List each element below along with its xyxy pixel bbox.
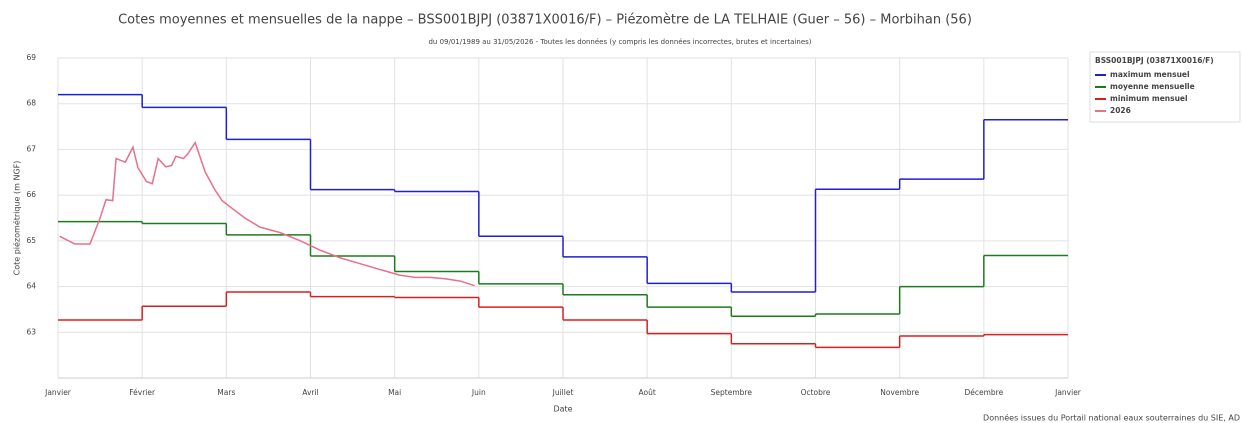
x-tick-label: Avril [302, 388, 318, 397]
x-tick-label: Octobre [801, 388, 831, 397]
x-tick-label: Janvier [44, 388, 72, 397]
chart-subtitle: du 09/01/1989 au 31/05/2026 - Toutes les… [428, 38, 811, 46]
x-tick-label: Juin [471, 388, 486, 397]
y-tick-label: 69 [26, 53, 36, 62]
x-tick-label: Novembre [880, 388, 919, 397]
legend-label: maximum mensuel [1110, 70, 1190, 79]
x-axis-label: Date [553, 405, 572, 414]
x-tick-label: Septembre [711, 388, 753, 397]
legend-label: 2026 [1110, 106, 1131, 115]
legend-box [1089, 51, 1241, 123]
x-tick-label: Août [639, 388, 656, 397]
x-tick-label: Décembre [964, 388, 1003, 397]
legend-title: BSS001BJPJ (03871X0016/F) [1095, 56, 1214, 65]
footer: Données issues du Portail national eaux … [983, 413, 1240, 423]
x-tick-label: Février [129, 388, 156, 397]
series-line [59, 140, 475, 287]
y-tick-label: 63 [26, 327, 36, 336]
y-tick-label: 64 [26, 282, 36, 291]
x-tick-label: Mars [217, 388, 235, 397]
y-tick-label: 67 [26, 144, 36, 153]
y-tick-label: 66 [26, 190, 36, 199]
chart-title: Cotes moyennes et mensuelles de la nappe… [118, 13, 972, 28]
x-tick-label: Juillet [552, 388, 574, 397]
x-tick-label: Janvier [1054, 388, 1082, 397]
y-axis-label: Cote piézométrique (m NGF) [12, 161, 22, 276]
y-tick-label: 65 [26, 236, 36, 245]
x-tick-label: Mai [388, 388, 401, 397]
legend-label: minimum mensuel [1110, 94, 1188, 103]
y-tick-label: 68 [26, 99, 36, 108]
legend-label: moyenne mensuelle [1110, 82, 1195, 91]
